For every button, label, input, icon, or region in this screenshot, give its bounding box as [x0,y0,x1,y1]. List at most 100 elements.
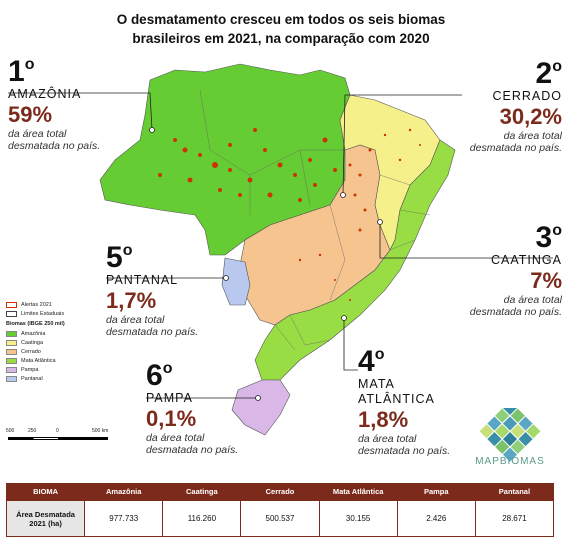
legend-limits-label: Limites Estaduais [21,310,65,317]
table-cell: 28.671 [474,500,555,537]
leader-amazonia [8,92,153,131]
table-header-cell: Mata Atlântica [318,483,398,501]
table-header-cell: BIOMA [5,483,86,501]
rank-amazonia: 1o [8,55,35,88]
table-header-cell: Pampa [396,483,476,501]
map-legend: Alertas 2021 Limites Estaduais Biomas (I… [6,300,116,383]
label-pampa: 6o PAMPA 0,1% da área total desmatada no… [146,354,266,456]
legend-item-label: Pampa [21,366,39,373]
name-caatinga: CAATINGA [491,253,562,267]
label-pantanal: 5o PANTANAL 1,7% da área total desmatada… [106,236,226,338]
name-amazonia: AMAZÔNIA [8,87,82,101]
desc-pampa-2: desmatada no país. [146,444,239,456]
table-header-cell: Caatinga [162,483,242,501]
legend-item-label: Caatinga [21,339,44,346]
rank-pantanal: 5o [106,241,133,274]
table-cell: 30.155 [318,500,398,537]
legend-swatch [6,357,17,364]
label-caatinga: 3o CAATINGA 7% da área total desmatada n… [462,216,562,318]
table-row: Área Desmatada 2021 (ha) 977.733 116.260… [5,500,555,537]
legend-swatch [6,330,17,337]
pct-mata-atlantica: 1,8% [358,407,409,432]
leader-cerrado [342,94,462,196]
rank-cerrado: 2o [535,57,562,90]
biome-pantanal [221,257,251,306]
legend-item-label: Mata Atlântica [21,357,56,364]
mapbiomas-logo-icon [479,408,541,462]
legend-item: Pampa [6,365,116,374]
table-header-cell: Pantanal [474,483,555,501]
legend-biomes-title: Biomas (IBGE 250 mil) [6,321,65,327]
title-line-1: O desmatamento cresceu em todos os seis … [116,12,446,27]
legend-item: Mata Atlântica [6,356,116,365]
rank-mata-atlantica: 4o [358,345,385,378]
name-pampa: PAMPA [146,391,193,405]
legend-swatch [6,339,17,346]
deforestation-table: BIOMA Amazônia Caatinga Cerrado Mata Atl… [5,483,555,537]
label-amazonia: 1o AMAZÔNIA 59% da área total desmatada … [8,50,128,152]
rank-caatinga: 3o [535,221,562,254]
name-mata-atlantica-1: MATA [358,377,395,391]
desc-caatinga-2: desmatada no país. [469,306,562,318]
pct-pampa: 0,1% [146,406,197,431]
pct-caatinga: 7% [530,268,562,293]
legend-item-label: Amazônia [21,330,46,337]
alerts-swatch [6,301,17,308]
name-pantanal: PANTANAL [106,273,179,287]
desc-mata-atlantica-2: desmatada no país. [358,445,451,457]
legend-item-label: Pantanal [21,375,43,382]
scale-tick-2: 0 [56,428,59,434]
legend-swatch [6,375,17,382]
biome-mata-atlantica [254,139,456,381]
legend-item-label: Cerrado [21,348,41,355]
leader-lines [8,92,553,401]
deforestation-alerts [158,128,421,301]
table-row-label: Área Desmatada 2021 (ha) [5,500,86,537]
legend-item: Caatinga [6,338,116,347]
label-cerrado: 2o CERRADO 30,2% da área total desmatada… [462,52,562,154]
rank-pampa: 6o [146,359,173,392]
legend-alerts-label: Alertas 2021 [21,301,52,308]
biome-pampa [231,379,291,436]
brazil-biome-map [8,63,553,436]
legend-swatch [6,348,17,355]
name-cerrado: CERRADO [492,89,562,103]
desc-mata-atlantica-1: da área total [358,433,417,445]
legend-item: Cerrado [6,347,116,356]
desc-cerrado-1: da área total [503,130,562,142]
legend-item: Pantanal [6,374,116,383]
desc-caatinga-1: da área total [503,294,562,306]
scale-bar: 500 250 0 500 km [6,428,116,444]
desc-cerrado-2: desmatada no país. [469,142,562,154]
table-header-cell: Amazônia [84,483,164,501]
legend-item: Amazônia [6,329,116,338]
scale-tick-3: 500 km [92,428,109,434]
legend-limits: Limites Estaduais [6,309,116,318]
pct-amazonia: 59% [8,102,53,127]
desc-pampa-1: da área total [146,432,205,444]
leader-caatinga [379,222,553,259]
desc-pantanal-2: desmatada no país. [106,326,199,338]
legend-swatch [6,366,17,373]
name-mata-atlantica-2: ATLÂNTICA [358,392,435,406]
scale-tick-1: 250 [28,428,37,434]
desc-amazonia-2: desmatada no país. [8,140,101,152]
table-header-row: BIOMA Amazônia Caatinga Cerrado Mata Atl… [5,483,555,501]
title-line-2: brasileiros em 2021, na comparação com 2… [132,31,430,46]
desc-pantanal-1: da área total [106,314,165,326]
table-cell: 977.733 [84,500,164,537]
legend-alerts: Alertas 2021 [6,300,116,309]
table-cell: 2.426 [396,500,476,537]
desc-amazonia-1: da área total [8,128,67,140]
table-header-cell: Cerrado [240,483,320,501]
pct-pantanal: 1,7% [106,288,157,313]
label-mata-atlantica: 4o MATA ATLÂNTICA 1,8% da área total des… [358,340,468,457]
scale-bar-graphic [8,437,108,440]
map-title: O desmatamento cresceu em todos os seis … [60,10,502,48]
table-cell: 116.260 [162,500,242,537]
leader-mata [343,318,358,371]
scale-tick-0: 500 [6,428,15,434]
table-cell: 500.537 [240,500,320,537]
limits-swatch [6,310,17,317]
mapbiomas-logo-text: MAPBIOMAS [475,456,545,467]
